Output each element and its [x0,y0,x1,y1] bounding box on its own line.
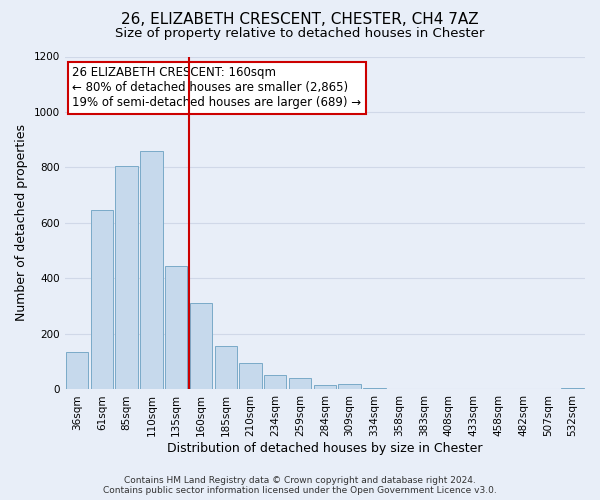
Bar [91,210,113,390]
Text: Size of property relative to detached houses in Chester: Size of property relative to detached ho… [115,28,485,40]
Bar [190,304,212,390]
Bar [338,384,361,390]
Bar [215,346,237,390]
Bar [165,266,187,390]
Bar [66,352,88,390]
Bar [140,151,163,390]
Bar [115,166,138,390]
Text: Contains HM Land Registry data © Crown copyright and database right 2024.
Contai: Contains HM Land Registry data © Crown c… [103,476,497,495]
X-axis label: Distribution of detached houses by size in Chester: Distribution of detached houses by size … [167,442,482,455]
Bar [239,363,262,390]
Bar [363,388,386,390]
Text: 26, ELIZABETH CRESCENT, CHESTER, CH4 7AZ: 26, ELIZABETH CRESCENT, CHESTER, CH4 7AZ [121,12,479,28]
Bar [314,386,336,390]
Y-axis label: Number of detached properties: Number of detached properties [15,124,28,322]
Bar [289,378,311,390]
Bar [264,375,286,390]
Text: 26 ELIZABETH CRESCENT: 160sqm
← 80% of detached houses are smaller (2,865)
19% o: 26 ELIZABETH CRESCENT: 160sqm ← 80% of d… [73,66,362,110]
Bar [562,388,584,390]
Bar [388,389,410,390]
